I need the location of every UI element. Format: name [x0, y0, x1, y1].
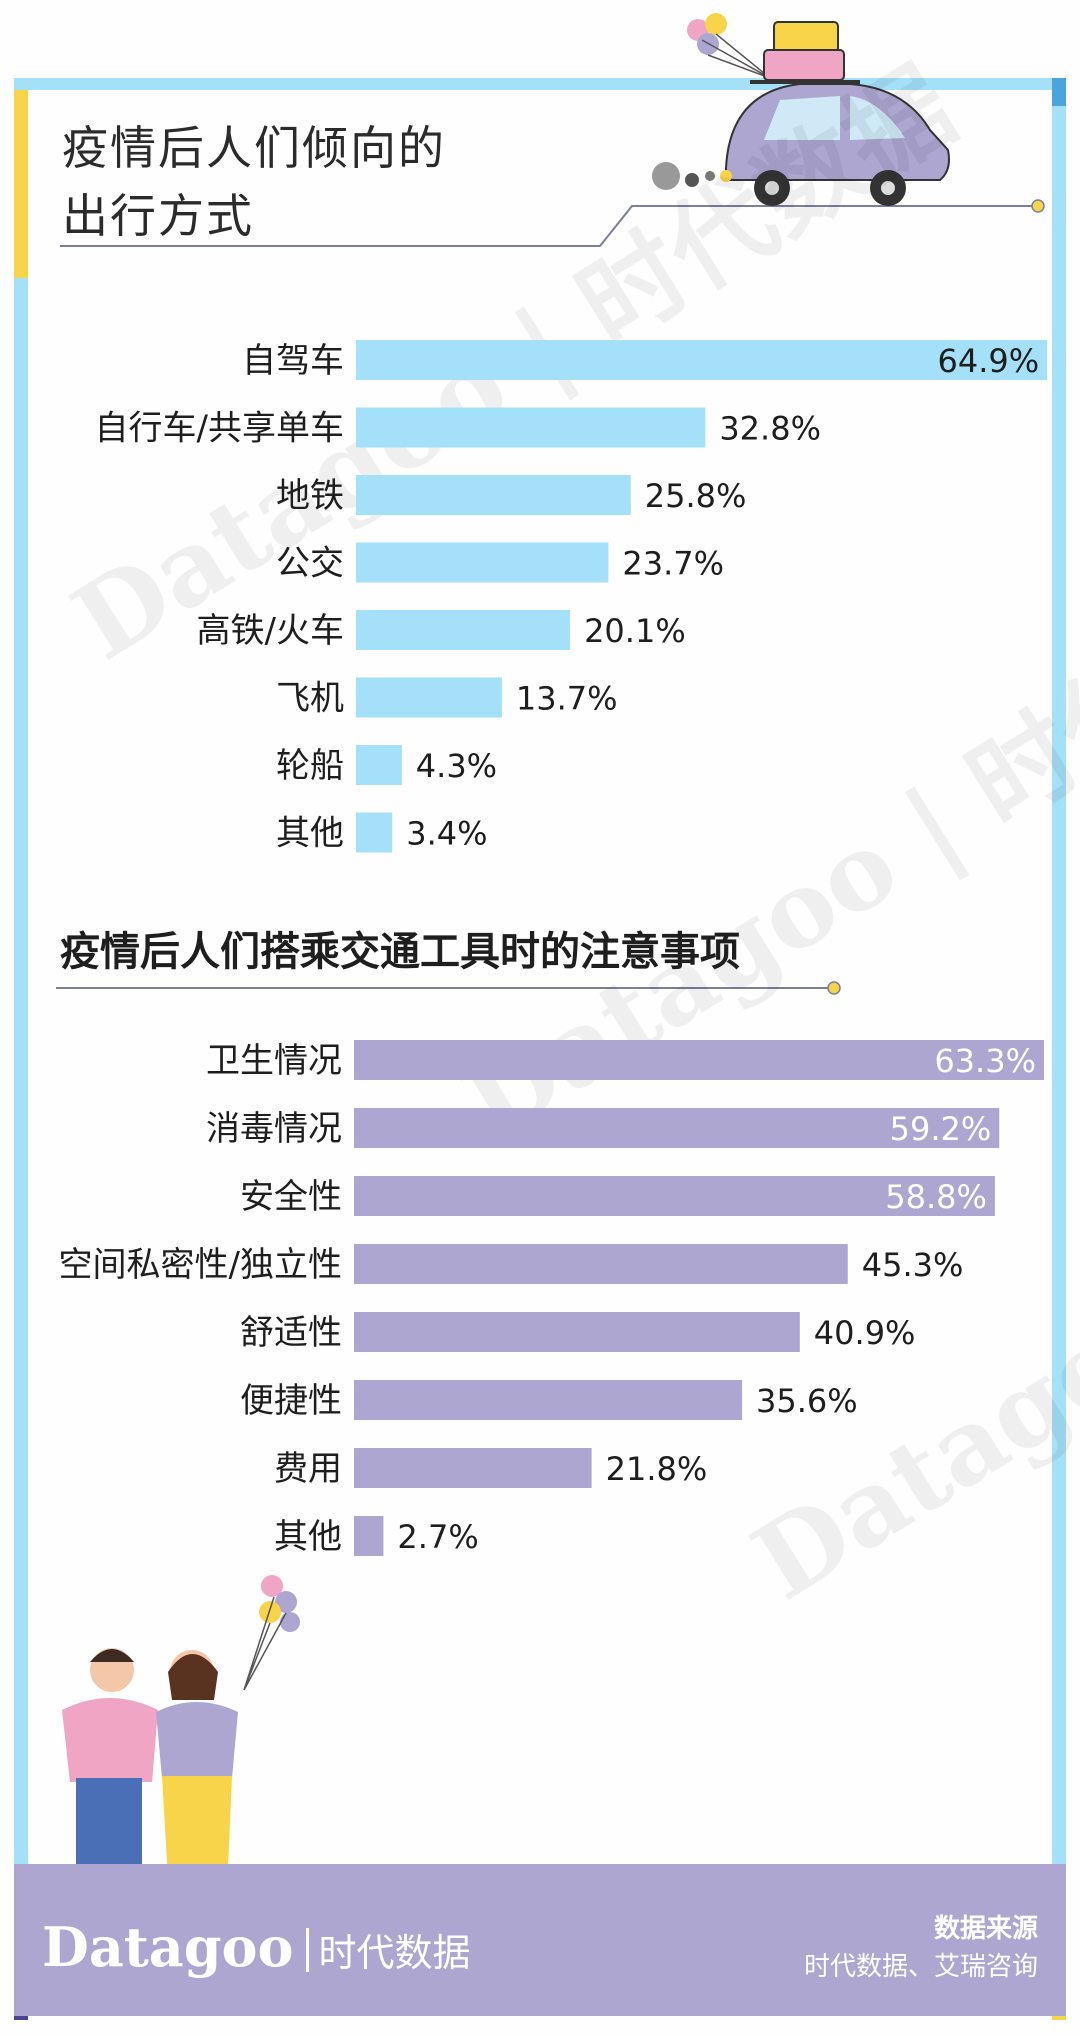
underline-dot-2: [827, 981, 841, 995]
category-label-7: 其他: [276, 814, 344, 854]
title-underline-1: [60, 205, 1036, 247]
value-label-4: 40.9%: [814, 1314, 916, 1352]
category-label-6: 费用: [274, 1449, 342, 1489]
category-label-5: 飞机: [276, 679, 344, 719]
frame-left-accent: [14, 78, 28, 278]
frame-right-accent: [1052, 78, 1066, 106]
frame-left-bar: [14, 78, 28, 2016]
value-label-5: 13.7%: [516, 680, 618, 718]
source-title: 数据来源: [933, 1914, 1038, 1944]
category-label-6: 轮船: [276, 746, 344, 786]
brand-latin: Datagoo: [42, 1915, 294, 1979]
category-label-3: 空间私密性/独立性: [59, 1245, 342, 1285]
brand-logo: Datagoo 时代数据: [42, 1915, 471, 1979]
chart-title-line-2: 出行方式: [62, 189, 254, 243]
bar-4: [354, 1312, 800, 1352]
category-label-4: 高铁/火车: [197, 611, 344, 651]
chart-title-line-1: 疫情后人们倾向的: [62, 121, 446, 175]
bar-1: [356, 407, 706, 448]
category-label-5: 便捷性: [240, 1381, 342, 1421]
category-label-1: 消毒情况: [206, 1109, 342, 1149]
bar-6: [354, 1448, 592, 1488]
bar-7: [356, 812, 393, 853]
bar-2: [356, 475, 631, 515]
bar-5: [354, 1380, 743, 1420]
source-body: 时代数据、艾瑞咨询: [803, 1952, 1038, 1982]
category-label-2: 安全性: [240, 1177, 342, 1217]
bar-6: [356, 745, 402, 785]
value-label-6: 4.3%: [416, 747, 497, 785]
bar-1: [354, 1108, 1000, 1148]
value-label-1: 32.8%: [719, 410, 821, 448]
underline-dot-1: [1031, 199, 1045, 213]
bar-2: [354, 1176, 995, 1216]
bar-5: [356, 677, 502, 718]
category-label-0: 卫生情况: [206, 1041, 342, 1081]
value-label-3: 45.3%: [862, 1246, 964, 1284]
bar-4: [356, 610, 571, 650]
category-label-1: 自行车/共享单车: [95, 409, 344, 449]
value-label-7: 2.7%: [397, 1518, 478, 1556]
value-label-6: 21.8%: [606, 1450, 708, 1488]
chart-title-second: 疫情后人们搭乘交通工具时的注意事项: [60, 929, 740, 975]
value-label-2: 58.8%: [885, 1178, 987, 1216]
value-label-0: 64.9%: [938, 342, 1040, 380]
value-label-7: 3.4%: [406, 815, 487, 853]
value-label-4: 20.1%: [584, 612, 686, 650]
category-label-2: 地铁: [276, 476, 344, 516]
brand-cn: 时代数据: [318, 1931, 471, 1975]
value-label-0: 63.3%: [934, 1042, 1036, 1080]
car-illustration: [652, 13, 950, 206]
chart-title-main: 疫情后人们倾向的 出行方式: [62, 114, 446, 250]
footer-band: [14, 1864, 1066, 2016]
category-label-0: 自驾车: [242, 341, 344, 381]
bar-7: [354, 1516, 384, 1556]
attention-items-chart: 卫生情况 63.3% 消毒情况 59.2% 安全性 58.8% 空间私密性/独立性 45.3%…: [59, 1040, 1044, 1557]
value-label-5: 35.6%: [756, 1382, 858, 1420]
value-label-1: 59.2%: [890, 1110, 992, 1148]
bar-0: [356, 340, 1048, 380]
bar-3: [356, 542, 609, 583]
category-label-7: 其他: [274, 1517, 342, 1557]
bar-0: [354, 1040, 1044, 1080]
frame-right-bar: [1052, 78, 1066, 2016]
brand-separator: [305, 1928, 309, 1972]
travel-mode-chart: 自驾车 64.9% 自行车/共享单车 32.8% 地铁 25.8% 公交 23.7% 高铁/火车…: [95, 340, 1048, 854]
value-label-2: 25.8%: [645, 477, 747, 515]
value-label-3: 23.7%: [622, 545, 724, 583]
category-label-3: 公交: [276, 544, 344, 584]
bar-3: [354, 1244, 848, 1284]
category-label-4: 舒适性: [240, 1313, 342, 1353]
